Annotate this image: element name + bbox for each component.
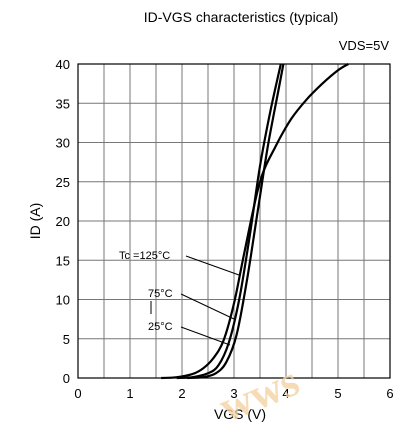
y-tick-label: 10: [56, 293, 70, 308]
grid-lines: [78, 64, 390, 378]
x-tick-label: 2: [178, 386, 185, 401]
y-tick-label: 25: [56, 175, 70, 190]
series-label-leader: [185, 255, 240, 276]
y-tick-label: 15: [56, 253, 70, 268]
series-label: 25°C: [148, 321, 173, 333]
x-tick-label: 3: [230, 386, 237, 401]
y-tick-label: 30: [56, 136, 70, 151]
series-label: Tc =125°C: [119, 250, 170, 262]
condition-annotation: VDS=5V: [339, 38, 390, 53]
x-tick-label: 4: [282, 386, 289, 401]
series-curve-2: [187, 63, 285, 380]
x-tick-label: 6: [386, 386, 393, 401]
y-tick-label: 0: [63, 371, 70, 386]
series-label: 75°C: [148, 288, 173, 300]
y-tick-labels: 0 5 10 15 20 25 30 35 40: [56, 57, 70, 386]
series-label-leader: [180, 326, 231, 346]
y-tick-label: 20: [56, 214, 70, 229]
x-tick-label: 1: [126, 386, 133, 401]
series-label-leader: [180, 293, 235, 320]
series-curves: [161, 63, 349, 380]
x-axis-label: VGS (V): [214, 406, 266, 422]
series-curve-0: [161, 63, 349, 380]
y-tick-label: 35: [56, 96, 70, 111]
y-tick-label: 5: [63, 332, 70, 347]
series-labels: Tc =125°C 75°C 25°C: [119, 250, 240, 346]
x-tick-label: 0: [74, 386, 81, 401]
plot-frame: [77, 63, 391, 379]
series-curve-1: [176, 63, 282, 380]
y-axis-label: ID (A): [27, 203, 43, 240]
y-tick-label: 40: [56, 57, 70, 72]
x-tick-labels: 0 1 2 3 4 5 6: [74, 386, 393, 401]
x-tick-label: 5: [334, 386, 341, 401]
chart-title: ID-VGS characteristics (typical): [144, 9, 338, 25]
